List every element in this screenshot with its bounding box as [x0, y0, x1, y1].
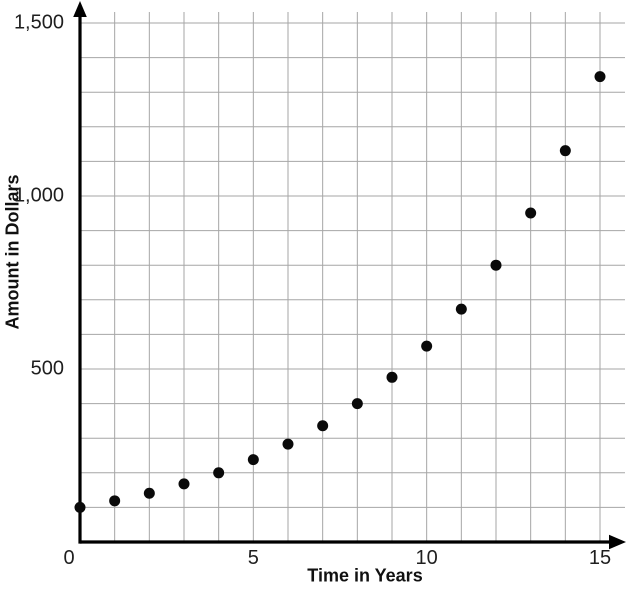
data-point	[74, 501, 86, 513]
y-axis-arrow-icon	[73, 1, 87, 17]
data-point	[559, 145, 571, 157]
data-point	[455, 303, 467, 315]
data-point	[247, 454, 259, 466]
y-tick-label: 500	[30, 357, 64, 380]
x-tick-label: 5	[247, 547, 259, 569]
x-axis-title: Time in Years	[307, 565, 423, 586]
x-axis-arrow-icon	[609, 534, 626, 550]
y-tick-label: 1,500	[13, 11, 64, 34]
data-point	[178, 478, 190, 490]
data-point	[386, 371, 398, 383]
data-point	[351, 398, 363, 410]
x-tick-label: 0	[63, 547, 75, 569]
data-point	[490, 259, 502, 271]
data-point	[213, 467, 225, 479]
x-tick-label: 15	[588, 547, 612, 569]
x-tick-label: 10	[415, 547, 438, 569]
axes	[78, 15, 613, 544]
data-point	[282, 438, 294, 450]
y-tick-label: 1,000	[13, 184, 64, 207]
data-point	[109, 495, 121, 507]
data-points	[74, 71, 606, 513]
data-point	[421, 340, 433, 352]
data-point	[317, 420, 329, 432]
data-point	[525, 207, 537, 219]
gridlines	[80, 12, 625, 542]
data-point	[143, 487, 155, 499]
data-point	[594, 71, 606, 83]
